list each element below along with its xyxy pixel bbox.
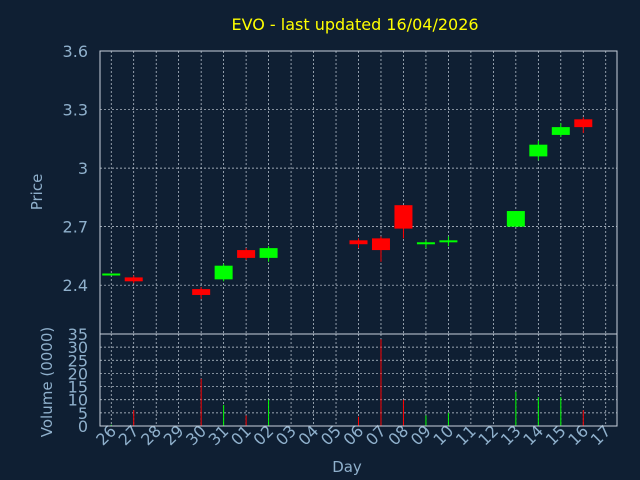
candle-body	[371, 238, 390, 251]
volume-tick-label: 10	[68, 391, 88, 410]
x-axis-label: Day	[332, 458, 362, 476]
volume-axis-label: Volume (0000)	[38, 327, 56, 437]
price-grid	[100, 50, 617, 334]
candle-body	[416, 242, 435, 245]
volume-tick-label: 30	[68, 338, 88, 357]
price-tick-label: 2.7	[63, 218, 88, 237]
volume-tick-label: 25	[68, 351, 88, 370]
candle-body	[259, 248, 278, 258]
volume-tick-label: 35	[68, 325, 88, 344]
price-tick-labels: 2.4 2.7 3 3.3 3.6	[63, 42, 88, 295]
volume-tick-label: 0	[78, 417, 88, 436]
price-axis-label: Price	[28, 174, 46, 211]
price-tick-label: 3.3	[63, 101, 88, 120]
candle-body	[237, 250, 256, 258]
candle-body	[506, 211, 525, 227]
price-tick-label: 2.4	[63, 276, 88, 295]
price-tick-label: 3	[78, 159, 88, 178]
candle-body	[551, 127, 570, 135]
volume-plot-frame	[99, 333, 618, 427]
volume-series	[110, 339, 584, 426]
candle-body	[439, 240, 458, 243]
candle-body	[529, 144, 548, 157]
candlestick-series	[102, 117, 593, 299]
price-tick-label: 3.6	[63, 42, 88, 61]
volume-grid	[100, 333, 617, 427]
volume-tick-label: 15	[68, 378, 88, 397]
candle-body	[349, 240, 368, 245]
candle-body	[102, 273, 121, 276]
candle-body	[394, 205, 413, 229]
candle-body	[192, 289, 211, 295]
candle-body	[574, 119, 593, 128]
chart-title: EVO - last updated 16/04/2026	[231, 15, 478, 34]
volume-tick-label: 5	[78, 404, 88, 423]
candle-body	[124, 277, 143, 282]
candle-body	[214, 265, 233, 280]
volume-tick-label: 20	[68, 364, 88, 383]
